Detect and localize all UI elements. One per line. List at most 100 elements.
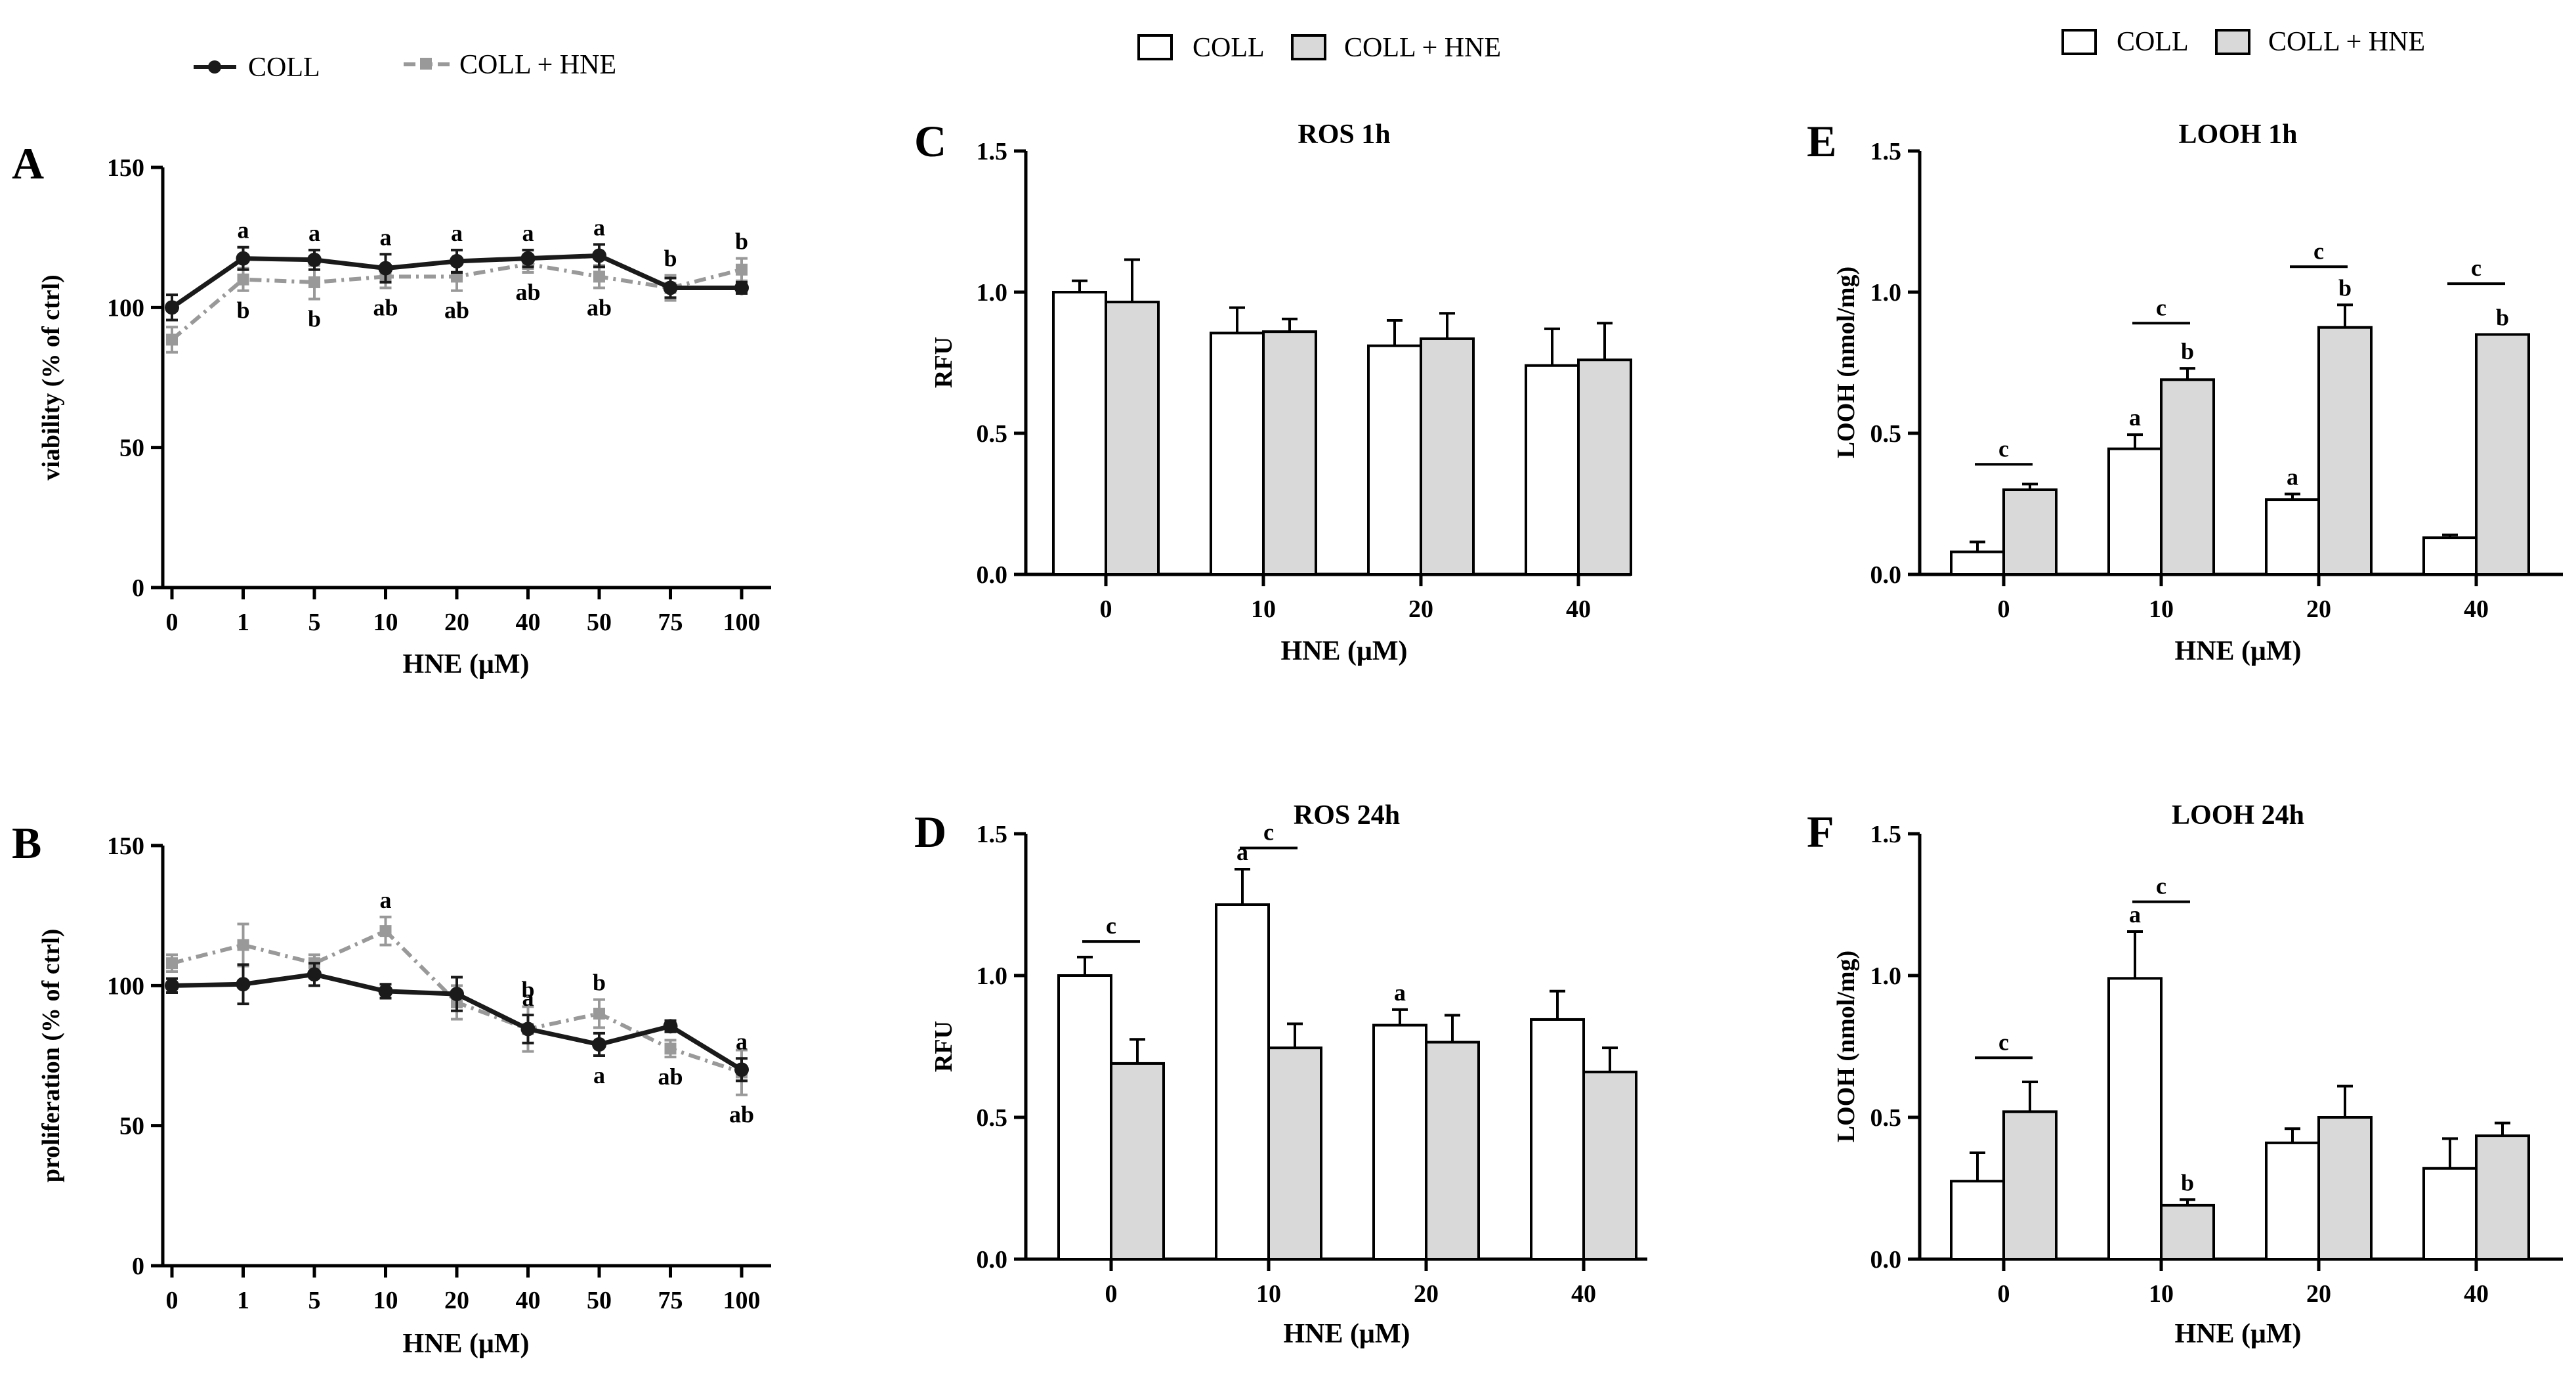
data-point [236, 977, 251, 992]
bar-coll [1950, 550, 2005, 576]
data-point [450, 987, 464, 1002]
bar-coll-hne [1577, 358, 1632, 576]
y-tick-label: 1.0 [977, 962, 1008, 990]
panel-letter: B [12, 818, 41, 868]
panel-c: C ROS 1h 0.0 0.5 1.0 1.5 RFU HNE (μM) 0 10 20 40 [914, 116, 1632, 666]
bar-coll [1950, 1180, 2005, 1260]
bar-coll [1215, 903, 1270, 1260]
data-point [734, 1062, 749, 1077]
legend-coll-hne-label: COLL + HNE [459, 50, 616, 80]
x-axis-label: HNE (μM) [1281, 636, 1408, 666]
legend-coll-label: COLL [248, 53, 320, 83]
series-coll [165, 962, 749, 1083]
bar-coll-hne [2002, 488, 2058, 576]
y-tick-label: 100 [107, 972, 144, 1000]
bar-coll [2422, 1167, 2478, 1261]
x-tick-label: 10 [373, 1287, 398, 1314]
x-tick-label: 0 [1998, 595, 2010, 623]
y-tick-label: 1.0 [1870, 279, 1902, 307]
x-tick-label: 40 [2464, 1280, 2489, 1308]
bar-coll [1210, 332, 1265, 576]
x-tick-label: 0 [1105, 1280, 1118, 1308]
x-tick-label: 40 [516, 609, 541, 636]
data-point [593, 1008, 605, 1020]
significance-label: b [664, 245, 677, 271]
bar-coll [1525, 364, 1580, 576]
data-point [736, 263, 748, 276]
significance-label: c [2471, 255, 2481, 281]
significance-label: b [2338, 274, 2352, 301]
legend-coll-hne-label: COLL + HNE [2268, 27, 2425, 57]
x-tick-label: 5 [308, 609, 321, 636]
data-point [593, 270, 605, 283]
significance-label: a [380, 224, 392, 250]
panel-d: D ROS 24h 0.0 0.5 1.0 1.5 RFU HNE (μM) 0 10 a 20 a 40… [914, 800, 1647, 1349]
data-point [664, 1043, 677, 1055]
chart-title: LOOH 24h [2172, 800, 2304, 830]
x-tick-label: 20 [1408, 595, 1433, 623]
bar-coll-hne [2160, 1203, 2215, 1261]
significance-label: b [2181, 338, 2194, 364]
significance-label: ab [373, 294, 398, 320]
y-tick-label: 1.0 [1870, 962, 1902, 990]
significance-label: ab [515, 279, 540, 305]
bar-coll [2107, 447, 2163, 576]
data-point [237, 939, 249, 951]
significance-label: a [238, 217, 249, 244]
y-tick-label: 0 [132, 1253, 144, 1280]
data-point [307, 252, 322, 267]
data-point [236, 251, 251, 266]
legend-coll-label: COLL [2117, 27, 2189, 57]
y-tick-label: 0.5 [977, 420, 1008, 448]
significance-label: c [1263, 819, 1274, 846]
significance-label: ab [587, 294, 612, 320]
significance-label: a [2129, 901, 2141, 928]
significance-label: ab [658, 1064, 683, 1090]
y-tick-label: 50 [119, 1113, 144, 1140]
x-tick-label: 10 [373, 609, 398, 636]
legend-coll-hne-label: COLL + HNE [1344, 33, 1501, 63]
legend-bar-charts-middle: COLL COLL + HNE [1137, 33, 1501, 63]
y-axis-label: proliferation (% of ctrl) [37, 929, 65, 1183]
significance-label: a [1394, 979, 1406, 1006]
data-point [166, 333, 178, 346]
panel-f: F LOOH 24h 0.0 0.5 1.0 1.5 LOOH (nmol/mg) HNE (… [1807, 800, 2563, 1349]
bar-coll [2265, 1141, 2320, 1260]
x-tick-label: 5 [308, 1287, 321, 1314]
data-point [308, 276, 320, 288]
data-point [450, 253, 464, 269]
significance-label: b [2181, 1169, 2194, 1195]
bar-coll-hne [2002, 1110, 2058, 1260]
x-tick-label: 10 [1251, 595, 1276, 623]
bar-coll-hne [1262, 330, 1317, 576]
legend-bar-charts-right: COLL COLL + HNE [2061, 27, 2425, 57]
bar-coll-hne [2160, 378, 2215, 576]
x-tick-label: 40 [2464, 595, 2489, 623]
significance-label: c [2156, 294, 2166, 320]
significance-label: a [451, 220, 463, 246]
bar-coll [1367, 344, 1422, 576]
x-tick-label: 100 [723, 1287, 761, 1314]
x-tick-label: 20 [444, 609, 469, 636]
bar-coll [2422, 536, 2478, 576]
significance-label: ab [444, 297, 469, 324]
significance-label: a [1236, 839, 1248, 865]
legend-coll-swatch [1137, 34, 1173, 60]
legend-coll-label: COLL [1193, 33, 1265, 63]
legend-coll-hne-swatch [2215, 29, 2250, 55]
panel-letter: D [914, 807, 946, 857]
legend-coll-swatch [2061, 29, 2097, 55]
significance-label: a [2287, 463, 2298, 490]
y-tick-label: 50 [119, 435, 144, 462]
panel-letter: F [1807, 807, 1834, 857]
legend-coll-hne-line-marker [404, 58, 450, 70]
bar-coll-hne [1582, 1070, 1637, 1260]
data-point [379, 925, 392, 937]
y-tick-label: 1.5 [977, 138, 1008, 165]
data-point [378, 983, 393, 999]
data-point [165, 978, 179, 993]
x-tick-label: 40 [516, 1287, 541, 1314]
bar-coll-hne [1267, 1046, 1322, 1261]
